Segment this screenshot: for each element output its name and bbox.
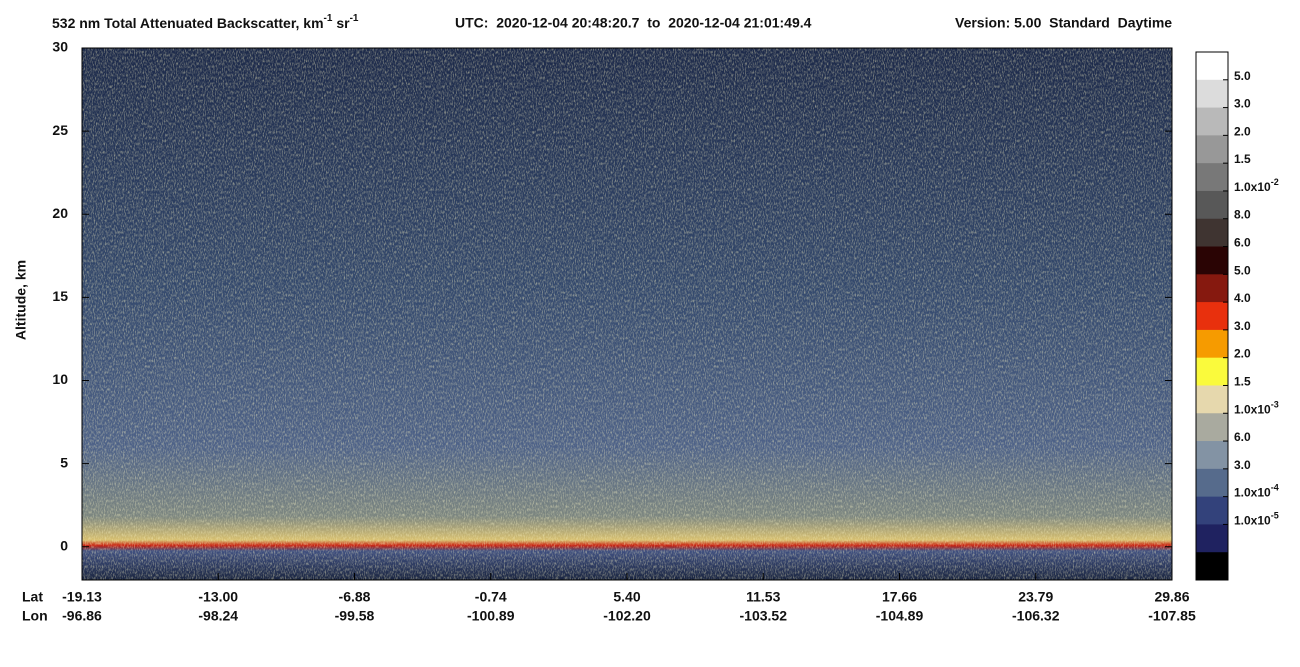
colorbar-label-text: 4.0 (1234, 291, 1251, 305)
y-tick-label: 15 (52, 288, 68, 304)
title-part: sr (332, 15, 350, 31)
colorbar-label-text: 6.0 (1234, 430, 1251, 444)
colorbar-label: 4.0 (1234, 291, 1251, 305)
backscatter-image (81, 47, 1173, 581)
x-tick-label: -106.32 (1012, 608, 1060, 624)
colorbar-label: 3.0 (1234, 319, 1251, 333)
colorbar-label-text: 1.0x10 (1234, 402, 1271, 416)
colorbar-label: 2.0 (1234, 125, 1251, 139)
colorbar-frame (1195, 51, 1229, 581)
x-tick-label: -102.20 (603, 608, 651, 624)
colorbar-label: 6.0 (1234, 430, 1251, 444)
colorbar-label-exp: -5 (1271, 511, 1279, 521)
colorbar-label: 1.0x10-4 (1234, 483, 1279, 500)
colorbar-swatch (1196, 468, 1228, 498)
x-tick-label: 17.66 (882, 589, 917, 605)
colorbar-label: 5.0 (1234, 263, 1251, 277)
time-range: UTC: 2020-12-04 20:48:20.7 to 2020-12-04… (455, 15, 812, 31)
x-tick-label: -98.24 (198, 608, 238, 624)
colorbar-swatch (1196, 218, 1228, 248)
colorbar-swatch (1196, 302, 1228, 331)
colorbar-swatch (1196, 357, 1228, 386)
title-part: -1 (350, 13, 359, 24)
colorbar-swatch (1196, 52, 1228, 81)
colorbar-label: 3.0 (1234, 97, 1251, 111)
colorbar-swatch (1196, 441, 1228, 470)
colorbar-swatch (1196, 413, 1228, 442)
colorbar-label: 1.5 (1234, 152, 1251, 166)
x-tick-label: -99.58 (335, 608, 375, 624)
x-tick-label: 11.53 (746, 589, 780, 605)
colorbar-label-exp: -3 (1271, 400, 1279, 410)
colorbar-label: 6.0 (1234, 236, 1251, 250)
colorbar-swatch (1196, 329, 1228, 359)
colorbar-label-text: 8.0 (1234, 208, 1251, 222)
y-tick-label: 10 (52, 371, 68, 387)
x-tick-label: -103.52 (740, 608, 788, 624)
x-tick-label: -100.89 (467, 608, 515, 624)
colorbar-swatch (1196, 385, 1228, 414)
colorbar-label: 3.0 (1234, 458, 1251, 472)
x-tick-label: -6.88 (339, 589, 371, 605)
y-tick-label: 20 (52, 205, 68, 221)
colorbar-label-text: 1.0x10 (1234, 180, 1271, 194)
colorbar-label-text: 5.0 (1234, 69, 1251, 83)
x-tick-label: -13.00 (198, 589, 238, 605)
colorbar-label-text: 1.5 (1234, 375, 1251, 389)
colorbar-label: 5.0 (1234, 69, 1251, 83)
y-axis-label: Altitude, km (13, 260, 29, 340)
colorbar-label-text: 2.0 (1234, 347, 1251, 361)
y-tick-label: 0 (60, 537, 68, 553)
colorbar-label-text: 2.0 (1234, 125, 1251, 139)
colorbar-label: 1.5 (1234, 375, 1251, 389)
colorbar-label: 1.0x10-3 (1234, 400, 1279, 417)
x-row-name: Lon (22, 608, 48, 624)
colorbar-swatch (1196, 107, 1228, 136)
x-tick-label: -96.86 (62, 608, 102, 624)
colorbar-label: 2.0 (1234, 347, 1251, 361)
title-part: 532 nm Total Attenuated Backscatter, km (52, 15, 324, 31)
colorbar-label-text: 3.0 (1234, 458, 1251, 472)
colorbar-label-text: 1.0x10 (1234, 486, 1271, 500)
colorbar-label-text: 3.0 (1234, 97, 1251, 111)
version: Version: 5.00 Standard Daytime (955, 15, 1172, 31)
x-tick-label: -0.74 (475, 589, 507, 605)
colorbar-swatch (1196, 190, 1228, 220)
x-row-name: Lat (22, 589, 43, 605)
colorbar-label: 8.0 (1234, 208, 1251, 222)
colorbar-swatch (1196, 496, 1228, 525)
colorbar-swatch (1196, 274, 1228, 303)
x-tick-label: 29.86 (1154, 589, 1189, 605)
colorbar-swatch (1196, 163, 1228, 192)
y-tick-label: 5 (60, 454, 68, 470)
colorbar-label-text: 3.0 (1234, 319, 1251, 333)
x-tick-label: -104.89 (876, 608, 924, 624)
colorbar-label-exp: -4 (1271, 483, 1279, 493)
colorbar-label: 1.0x10-2 (1234, 177, 1279, 194)
y-tick-label: 25 (52, 122, 68, 138)
colorbar-label: 1.0x10-5 (1234, 511, 1279, 528)
title-part: -1 (324, 13, 333, 24)
colorbar-label-text: 5.0 (1234, 263, 1251, 277)
colorbar-swatch (1196, 79, 1228, 109)
colorbar-swatch (1196, 524, 1228, 553)
colorbar-label-text: 6.0 (1234, 236, 1251, 250)
colorbar-label-text: 1.5 (1234, 152, 1251, 166)
x-tick-label: 23.79 (1018, 589, 1053, 605)
colorbar-swatch (1196, 135, 1228, 164)
y-tick-label: 30 (52, 39, 68, 55)
colorbar-swatch (1196, 552, 1228, 581)
x-tick-label: 5.40 (613, 589, 640, 605)
colorbar-label-exp: -2 (1271, 177, 1279, 187)
chart-title: 532 nm Total Attenuated Backscatter, km-… (52, 13, 359, 31)
colorbar-label-text: 1.0x10 (1234, 514, 1271, 528)
colorbar-swatch (1196, 246, 1228, 275)
colorbar: 5.03.02.01.51.0x10-28.06.05.04.03.02.01.… (1195, 51, 1279, 581)
x-tick-label: -19.13 (62, 589, 102, 605)
x-tick-label: -107.85 (1148, 608, 1196, 624)
